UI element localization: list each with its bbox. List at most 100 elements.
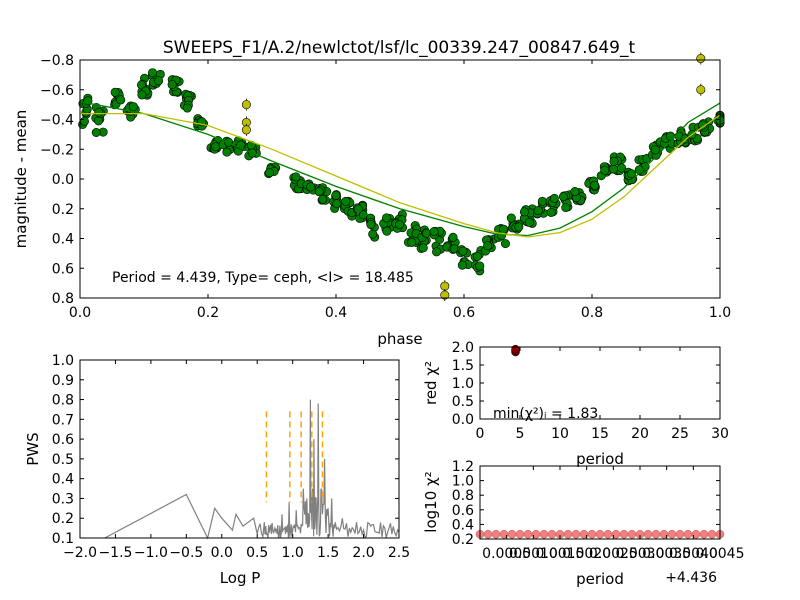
light-curve-point <box>341 196 351 206</box>
light-curve-annotation: Period = 4.439, Type= ceph, <I> = 18.485 <box>112 270 414 286</box>
light-curve-point <box>167 80 177 90</box>
periodogram-ytick-label: 0.9 <box>52 373 74 389</box>
light-curve-point <box>358 210 368 220</box>
periodogram-ytick-label: 0.6 <box>52 432 74 448</box>
periodogram-xtick-label: 2.0 <box>352 545 374 561</box>
periodogram-ytick-label: 0.8 <box>52 393 74 409</box>
log-chi2-point <box>603 530 613 539</box>
light-curve-ytick-label: −0.2 <box>40 142 74 158</box>
light-curve-point <box>617 163 627 173</box>
light-curve-point <box>265 168 275 178</box>
red-chi2-ytick-label: 0.0 <box>452 412 474 428</box>
log-chi2-frame <box>479 465 721 540</box>
light-curve-point <box>94 107 104 117</box>
red-chi2-point <box>511 344 520 354</box>
periodogram-y-label: PWS <box>24 432 42 465</box>
log-chi2-ytick-label: 0.4 <box>452 517 474 533</box>
log-chi2-xtick-label: 0.0040 <box>669 546 718 562</box>
log-chi2-xtick-label: 0.0025 <box>589 546 638 562</box>
red-chi2-xtick-label: 10 <box>551 426 569 442</box>
log-chi2-ytick-label: 0.8 <box>452 488 474 504</box>
red-chi2-x-label: period <box>576 450 624 468</box>
log-chi2-point <box>683 530 693 539</box>
log-chi2-point <box>699 530 709 539</box>
light-curve-ytick-label: 0.0 <box>52 172 74 188</box>
log-chi2-point <box>483 530 493 539</box>
periodogram-xtick-label: 1.0 <box>282 545 304 561</box>
periodogram-xtick-label: −1.0 <box>134 545 168 561</box>
log-chi2-point <box>491 530 501 539</box>
periodogram-ytick-label: 1.0 <box>52 353 74 369</box>
light-curve-point <box>154 76 164 86</box>
light-curve-point <box>666 131 676 141</box>
light-curve-ytick-label: 0.4 <box>52 232 74 248</box>
log-chi2-xtick-label: 0.0035 <box>642 546 691 562</box>
light-curve-plot-area <box>78 52 725 302</box>
log-chi2-point <box>523 530 533 539</box>
light-curve-point <box>458 246 468 256</box>
periodogram-panel: −2.0 −1.5 −1.0 −0.5 0.0 0.5 1.0 1.5 2.0 2.5 0.1 0.2… <box>24 353 410 587</box>
light-curve-point <box>472 252 482 262</box>
periodogram-ytick-label: 0.5 <box>52 452 74 468</box>
light-curve-point <box>609 156 619 166</box>
light-curve-point <box>128 102 138 112</box>
light-curve-y-label: magnitude - mean <box>12 110 30 249</box>
log-chi2-ticks: 0.00050.00100.00150.00200.00250.00300.00… <box>452 459 745 562</box>
light-curve-point <box>570 187 580 197</box>
light-curve-point <box>506 213 516 223</box>
light-curve-point <box>314 187 324 197</box>
periodogram-xtick-label: 0.0 <box>211 545 233 561</box>
red-chi2-xtick-label: 20 <box>631 426 649 442</box>
red-chi2-ytick-label: 0.5 <box>452 394 474 410</box>
red-chi2-panel: 0 5 10 15 20 25 30 0.0 0.5 1.0 1.5 2.0 min(χ²)ᵢ = 1… <box>422 340 729 468</box>
log-chi2-point <box>675 530 685 539</box>
periodogram-xtick-label: −0.5 <box>169 545 203 561</box>
log-chi2-xtick-label: 0.0020 <box>562 546 611 562</box>
light-curve-xtick-label: 0.8 <box>581 305 603 321</box>
light-curve-point <box>381 213 391 223</box>
light-curve-point <box>457 260 467 270</box>
log-chi2-ytick-label: 0.6 <box>452 503 474 519</box>
log-chi2-point <box>515 530 525 539</box>
periodogram-line <box>104 399 400 540</box>
light-curve-point <box>514 222 524 232</box>
red-chi2-xtick-label: 0 <box>476 426 485 442</box>
periodogram-ytick-label: 0.2 <box>52 511 74 527</box>
light-curve-point-yellow <box>241 125 251 135</box>
light-curve-point <box>537 196 547 206</box>
light-curve-point <box>519 207 529 217</box>
light-curve-point <box>136 80 146 90</box>
red-chi2-ytick-label: 1.0 <box>452 376 474 392</box>
log-chi2-point <box>571 530 581 539</box>
red-chi2-ytick-label: 2.0 <box>452 340 474 356</box>
log-chi2-x-label: period <box>576 570 624 588</box>
light-curve-point <box>626 169 636 179</box>
light-curve-ytick-label: −0.8 <box>40 53 74 69</box>
light-curve-xtick-label: 0.6 <box>453 305 475 321</box>
log-chi2-point <box>587 530 597 539</box>
periodogram-ytick-label: 0.1 <box>52 531 74 547</box>
light-curve-point <box>475 261 485 271</box>
light-curve-point <box>432 247 442 257</box>
light-curve-xtick-label: 1.0 <box>709 305 731 321</box>
light-curve-ytick-label: 0.6 <box>52 261 74 277</box>
light-curve-ticks: 0.0 0.2 0.4 0.6 0.8 1.0 −0.8 −0.6 −0.4 −0.2 0.0 0.2… <box>40 53 731 321</box>
light-curve-fit-yellow <box>80 112 721 238</box>
log-chi2-point <box>643 530 653 539</box>
red-chi2-xtick-label: 30 <box>711 426 729 442</box>
light-curve-point <box>306 182 316 192</box>
log-chi2-point <box>563 530 573 539</box>
light-curve-point <box>182 103 192 113</box>
light-curve-point <box>148 68 158 78</box>
light-curve-xtick-label: 0.4 <box>325 305 347 321</box>
periodogram-ytick-label: 0.3 <box>52 491 74 507</box>
log-chi2-point <box>547 530 557 539</box>
light-curve-point <box>418 243 428 253</box>
log-chi2-point <box>707 530 717 539</box>
log-chi2-xtick-label: 0.0010 <box>509 546 558 562</box>
light-curve-point <box>499 224 509 234</box>
light-curve-ytick-label: −0.6 <box>40 83 74 99</box>
light-curve-point <box>353 204 363 214</box>
